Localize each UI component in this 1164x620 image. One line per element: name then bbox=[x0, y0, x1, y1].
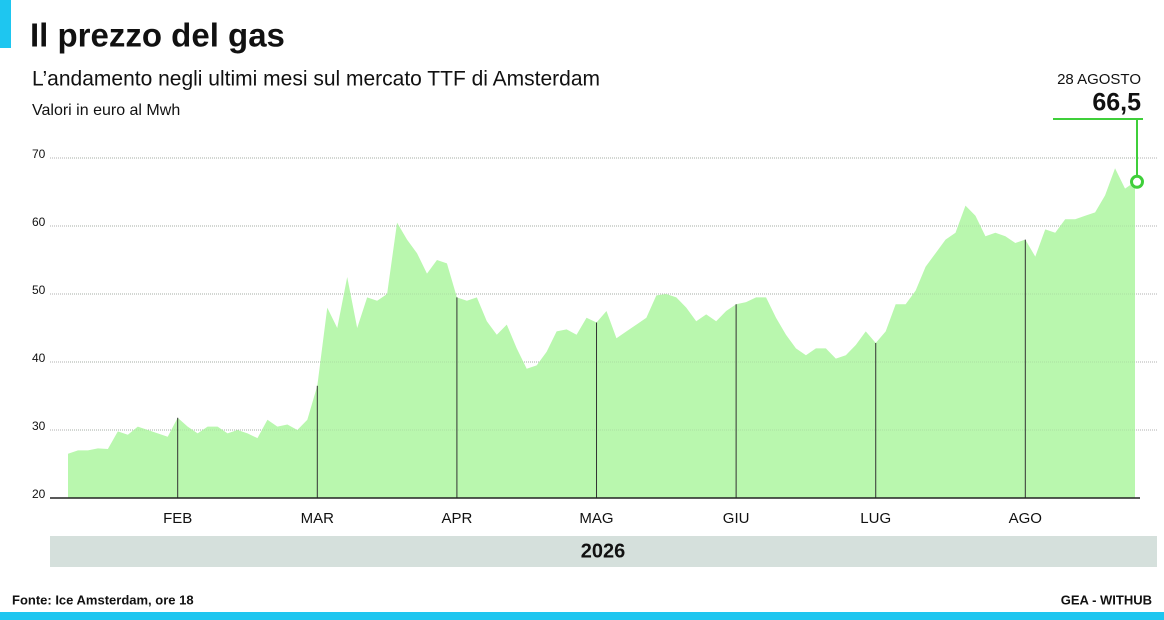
y-tick-label: 20 bbox=[32, 487, 46, 501]
x-tick-label: FEB bbox=[163, 510, 192, 527]
y-tick-label: 30 bbox=[32, 419, 46, 433]
annotation-value: 66,5 bbox=[1092, 89, 1141, 117]
chart-title: Il prezzo del gas bbox=[30, 17, 285, 54]
x-tick-label: MAR bbox=[301, 510, 335, 527]
last-point bbox=[1130, 174, 1144, 189]
accent-bar bbox=[0, 0, 11, 48]
year-label: 2026 bbox=[581, 540, 626, 562]
annotation-date: 28 AGOSTO bbox=[1057, 71, 1141, 88]
x-tick-label: MAG bbox=[579, 510, 613, 527]
x-tick-label: APR bbox=[441, 510, 472, 527]
credit: GEA - WITHUB bbox=[1061, 592, 1152, 607]
y-tick-label: 40 bbox=[32, 351, 46, 365]
x-tick-label: AGO bbox=[1009, 510, 1042, 527]
bottom-stripe bbox=[0, 612, 1164, 620]
source: Fonte: Ice Amsterdam, ore 18 bbox=[12, 592, 194, 607]
y-tick-label: 70 bbox=[32, 147, 46, 161]
area bbox=[68, 168, 1135, 498]
y-tick-label: 50 bbox=[32, 283, 46, 297]
x-tick-label: GIU bbox=[723, 510, 750, 527]
year-band bbox=[50, 536, 1157, 567]
y-tick-label: 60 bbox=[32, 215, 46, 229]
y-axis-label: Valori in euro al Mwh bbox=[32, 102, 180, 119]
x-tick-label: LUG bbox=[860, 510, 891, 527]
subtitle: L’andamento negli ultimi mesi sul mercat… bbox=[32, 68, 600, 91]
